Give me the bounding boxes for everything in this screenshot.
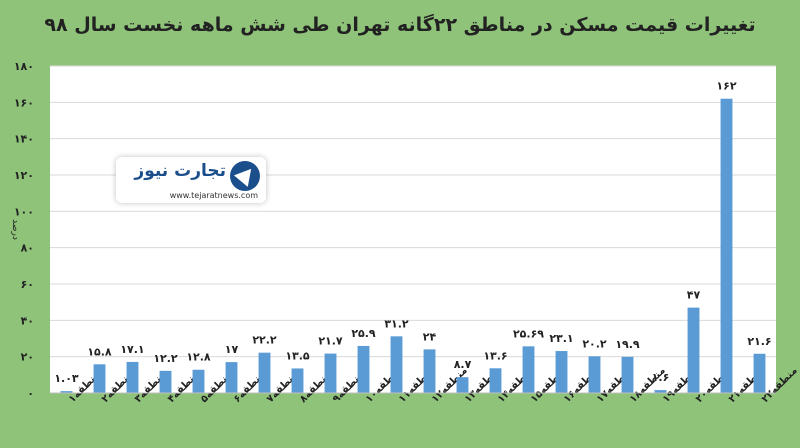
bar — [456, 377, 469, 393]
data-label: ۱۶۲ — [716, 80, 736, 93]
y-tick-label: ۶۰ — [21, 278, 34, 291]
data-label: ۲۲.۲ — [252, 334, 277, 347]
plot-area — [50, 66, 776, 393]
bar — [654, 390, 667, 393]
bar — [753, 353, 766, 393]
bar — [60, 391, 73, 393]
logo-arrow-icon — [230, 161, 260, 191]
data-label: ۱۲.۲ — [153, 352, 178, 365]
data-label: ۲۰.۲ — [582, 337, 607, 350]
y-tick-label: ۱۸۰ — [14, 60, 34, 73]
bar — [126, 361, 139, 393]
bar — [159, 370, 172, 393]
logo-text: تجارت نیوز — [134, 161, 226, 181]
data-label: ۸.۷ — [454, 358, 472, 371]
data-label: ۲۴ — [423, 330, 437, 343]
bar — [258, 352, 271, 393]
y-tick-label: ۴۰ — [21, 314, 34, 327]
bar — [93, 364, 106, 393]
data-label: ۱۳.۵ — [285, 349, 310, 362]
data-label: ۲۱.۷ — [318, 335, 343, 348]
bar — [225, 362, 238, 393]
data-label: ۱۳.۶ — [483, 349, 507, 362]
data-label: ۲۵.۹ — [351, 327, 376, 340]
data-label: ۴۷ — [687, 289, 701, 302]
bar — [423, 349, 436, 393]
y-tick-label: ۲۰ — [21, 351, 34, 364]
data-label: ۲۱.۶ — [747, 335, 771, 348]
bar — [720, 98, 733, 393]
data-label: ۱۵.۸ — [87, 345, 112, 358]
bar — [357, 345, 370, 393]
y-tick-label: ۱۴۰ — [14, 133, 34, 146]
bar — [324, 353, 337, 393]
y-tick-label: ۱۲۰ — [14, 169, 34, 182]
bar — [555, 351, 568, 393]
data-label: ۱.۰۳ — [54, 372, 79, 385]
tejaratnews-logo: تجارت نیوز www.tejaratnews.com — [116, 157, 266, 203]
bar — [291, 368, 304, 393]
bar — [687, 307, 700, 393]
bar — [621, 356, 634, 393]
data-label: ۱۹.۹ — [615, 338, 640, 351]
bar — [390, 336, 403, 393]
data-label: ۱.۶ — [652, 371, 670, 384]
chart-title: تغییرات قیمت مسکن در مناطق ۲۲گانه تهران … — [44, 14, 756, 36]
data-label: ۳۱.۲ — [384, 317, 409, 330]
y-tick-label: ۰ — [27, 387, 34, 400]
data-label: ۲۵.۶۹ — [513, 327, 544, 340]
y-tick-label: ۱۶۰ — [14, 96, 34, 109]
bar — [522, 346, 535, 393]
bar — [489, 368, 502, 393]
y-axis-label: درصد — [10, 219, 20, 240]
data-label: ۱۲.۸ — [186, 351, 211, 364]
logo-url: www.tejaratnews.com — [169, 191, 258, 200]
y-tick-label: ۸۰ — [21, 242, 34, 255]
bar — [588, 356, 601, 393]
data-label: ۱۷ — [225, 343, 239, 356]
data-label: ۲۳.۱ — [549, 332, 573, 345]
data-label: ۱۷.۱ — [120, 343, 144, 356]
y-tick-label: ۱۰۰ — [14, 205, 34, 218]
bar — [192, 369, 205, 393]
